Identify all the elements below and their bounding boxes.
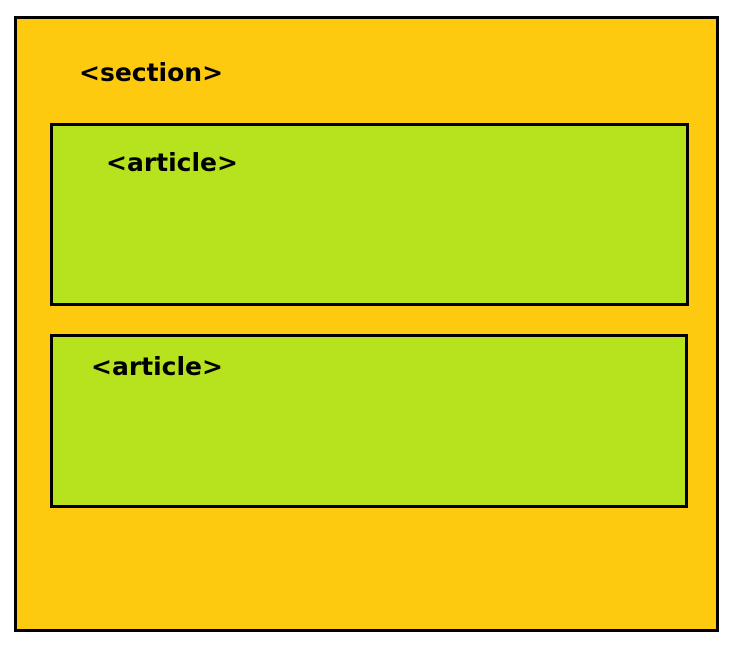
article-box-2: <article> bbox=[50, 334, 688, 508]
section-label: <section> bbox=[79, 58, 224, 87]
section-box: <section> <article> <article> bbox=[14, 16, 719, 632]
article-label-1: <article> bbox=[106, 148, 238, 177]
article-box-1: <article> bbox=[50, 123, 689, 306]
article-label-2: <article> bbox=[91, 352, 223, 381]
